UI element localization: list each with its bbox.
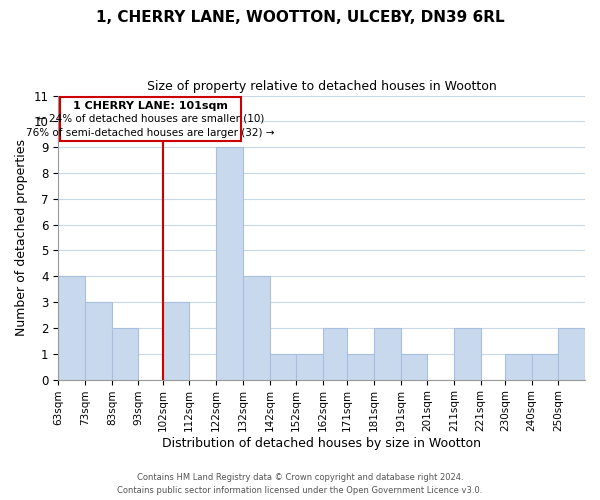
- Bar: [269, 354, 296, 380]
- Text: 1, CHERRY LANE, WOOTTON, ULCEBY, DN39 6RL: 1, CHERRY LANE, WOOTTON, ULCEBY, DN39 6R…: [95, 10, 505, 25]
- Bar: [58, 276, 85, 380]
- Y-axis label: Number of detached properties: Number of detached properties: [15, 139, 28, 336]
- Bar: [85, 302, 112, 380]
- Bar: [454, 328, 481, 380]
- Title: Size of property relative to detached houses in Wootton: Size of property relative to detached ho…: [147, 80, 497, 93]
- Bar: [532, 354, 558, 380]
- Text: Contains HM Land Registry data © Crown copyright and database right 2024.
Contai: Contains HM Land Registry data © Crown c…: [118, 474, 482, 495]
- Bar: [216, 147, 243, 380]
- Bar: [163, 302, 189, 380]
- Text: ← 24% of detached houses are smaller (10): ← 24% of detached houses are smaller (10…: [37, 114, 264, 124]
- Bar: [401, 354, 427, 380]
- Bar: [112, 328, 139, 380]
- Bar: [558, 328, 585, 380]
- Text: 76% of semi-detached houses are larger (32) →: 76% of semi-detached houses are larger (…: [26, 128, 275, 138]
- Bar: [296, 354, 323, 380]
- Bar: [374, 328, 401, 380]
- Bar: [323, 328, 347, 380]
- Bar: [243, 276, 269, 380]
- Bar: [347, 354, 374, 380]
- Bar: [505, 354, 532, 380]
- X-axis label: Distribution of detached houses by size in Wootton: Distribution of detached houses by size …: [162, 437, 481, 450]
- Text: 1 CHERRY LANE: 101sqm: 1 CHERRY LANE: 101sqm: [73, 101, 228, 111]
- FancyBboxPatch shape: [59, 97, 241, 140]
